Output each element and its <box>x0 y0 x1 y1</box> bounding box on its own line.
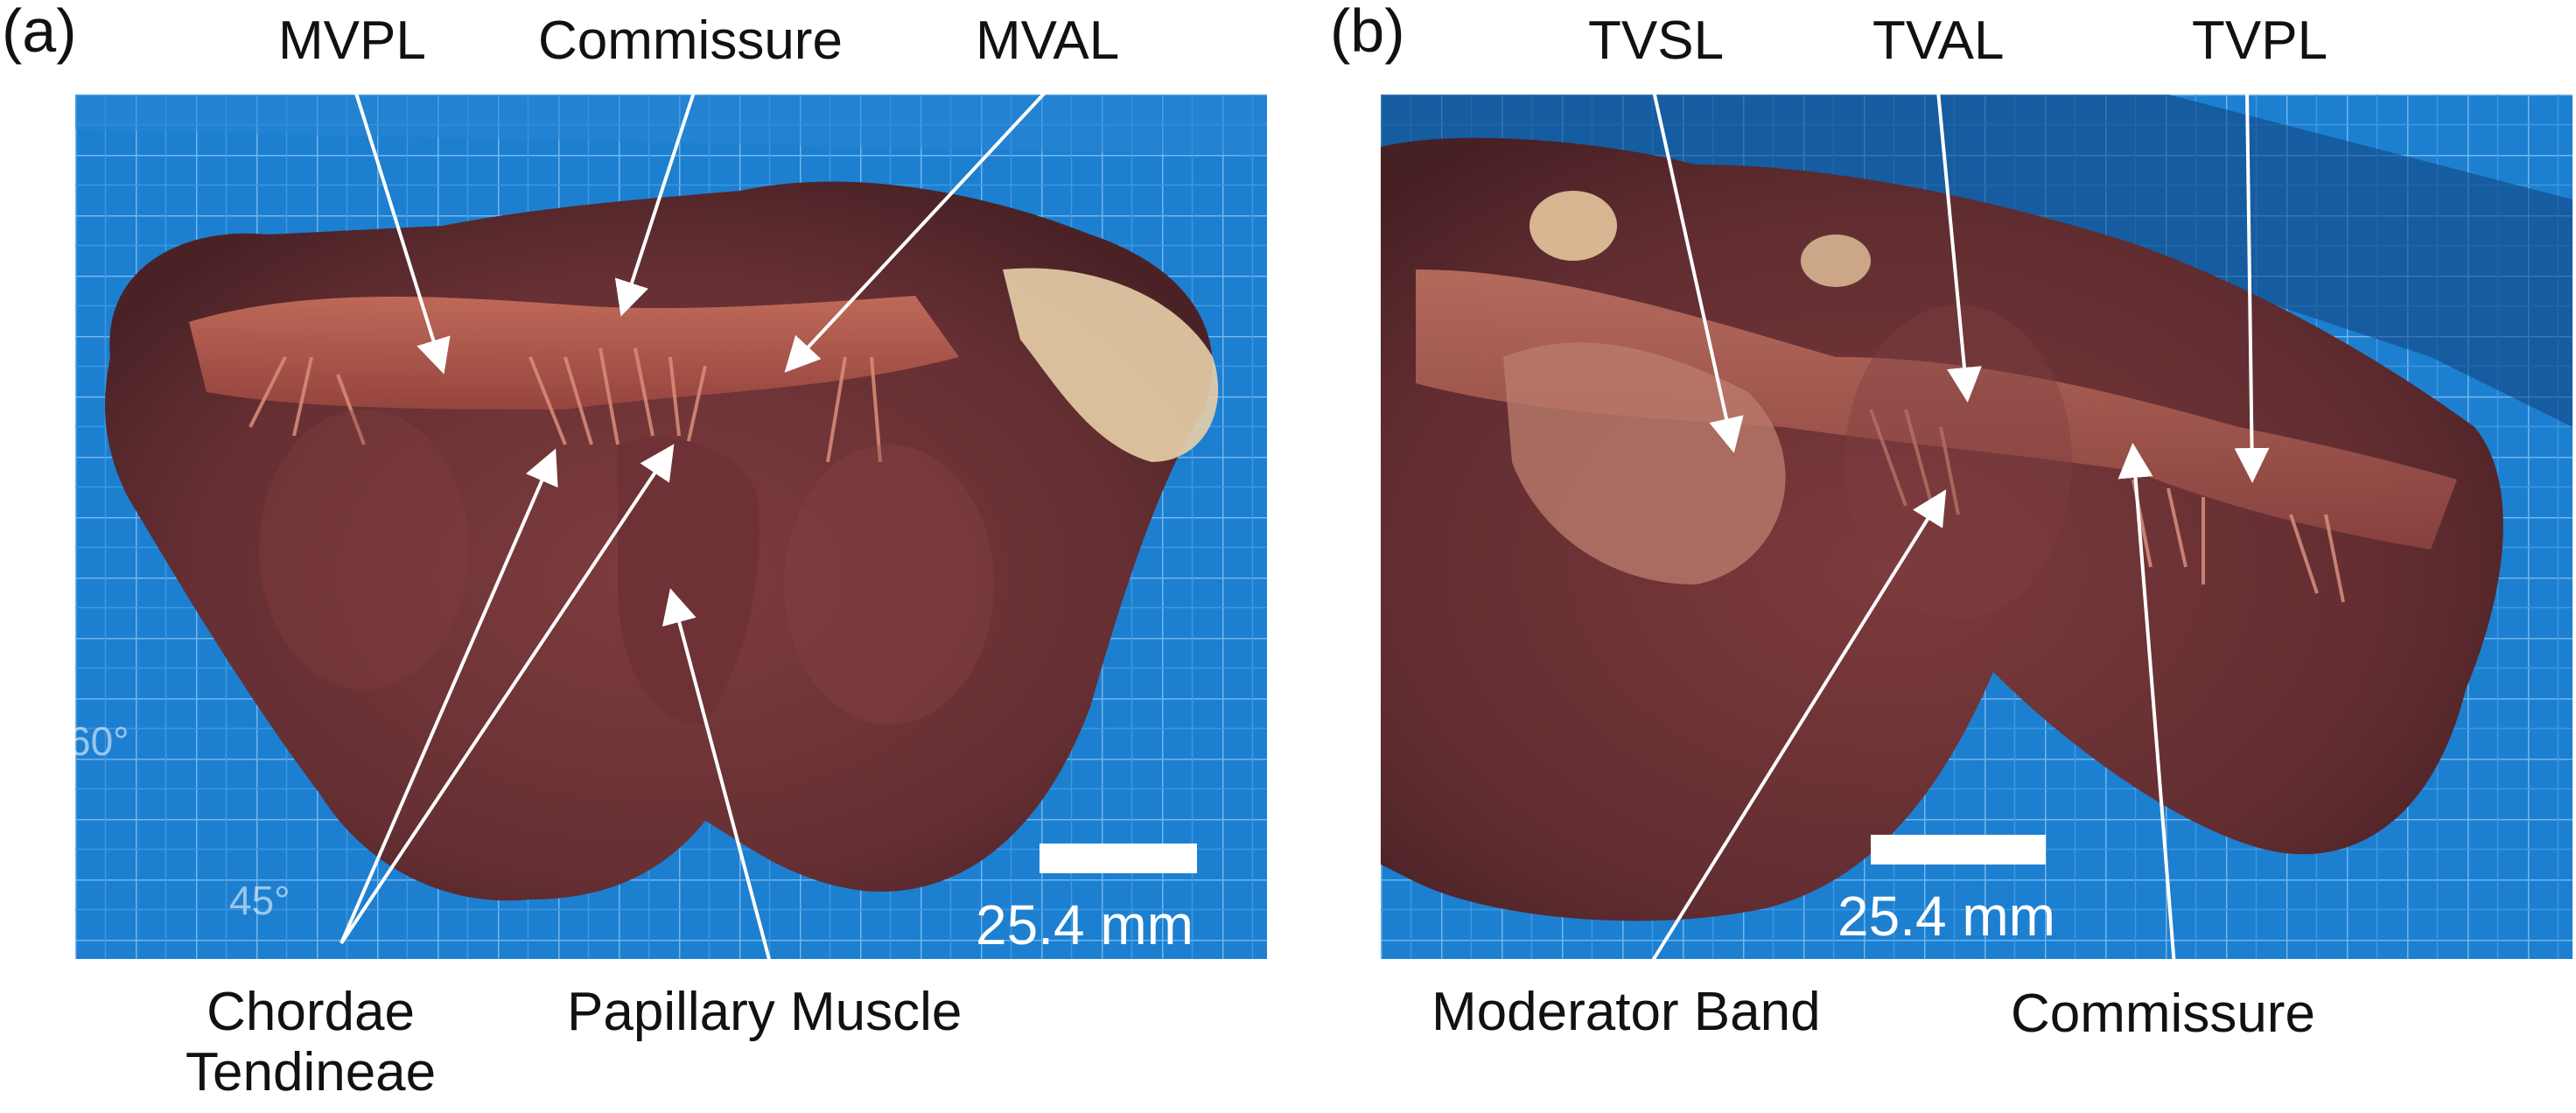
photo-mitral-valve-heart <box>75 94 1267 959</box>
label-chordae-line1: Chordae <box>206 982 415 1042</box>
label-commissure-b: Commissure <box>2011 984 2315 1044</box>
label-mval: MVAL <box>976 10 1120 71</box>
label-papillary-muscle: Papillary Muscle <box>567 982 962 1042</box>
panel-a-letter: (a) <box>2 0 77 65</box>
label-tvpl: TVPL <box>2192 10 2328 71</box>
scale-bar-b <box>1871 835 2046 864</box>
label-chordae-tendineae: Chordae Tendineae <box>186 982 436 1103</box>
panel-b-letter: (b) <box>1330 0 1405 65</box>
label-tvsl: TVSL <box>1588 10 1725 71</box>
label-commissure-a: Commissure <box>538 10 843 71</box>
scale-text-b: 25.4 mm <box>1838 885 2055 948</box>
scale-text-a: 25.4 mm <box>976 893 1194 956</box>
label-mvpl: MVPL <box>278 10 426 71</box>
photo-tricuspid-valve-heart <box>1381 94 2572 959</box>
grid-mark-60: 60° <box>68 718 130 764</box>
label-moderator-band: Moderator Band <box>1432 982 1821 1042</box>
scale-bar-a <box>1040 844 1197 873</box>
grid-mark-45: 45° <box>229 878 290 923</box>
label-tval: TVAL <box>1872 10 2005 71</box>
label-chordae-line2: Tendineae <box>186 1042 437 1103</box>
